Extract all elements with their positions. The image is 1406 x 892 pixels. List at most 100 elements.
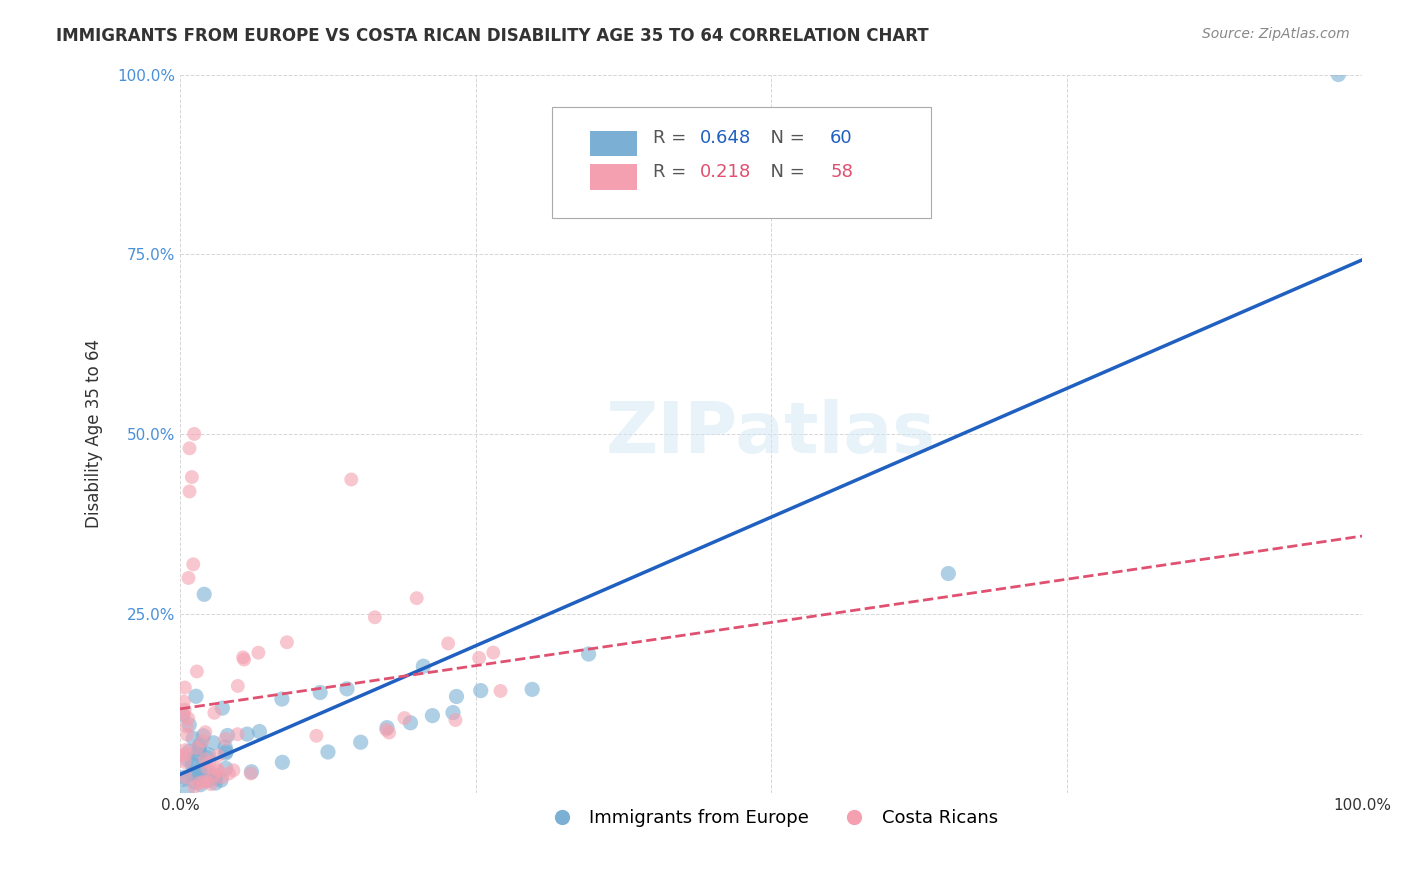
Text: ZIPatlas: ZIPatlas (606, 400, 936, 468)
Immigrants from Europe (1327, 68, 1350, 82)
Text: IMMIGRANTS FROM EUROPE VS COSTA RICAN DISABILITY AGE 35 TO 64 CORRELATION CHART: IMMIGRANTS FROM EUROPE VS COSTA RICAN DI… (56, 27, 929, 45)
Immigrants from Europe (188, 738, 211, 752)
Immigrants from Europe (214, 746, 236, 760)
Text: Source: ZipAtlas.com: Source: ZipAtlas.com (1202, 27, 1350, 41)
Costa Ricans (194, 725, 217, 739)
Immigrants from Europe (211, 701, 233, 715)
Costa Ricans (177, 571, 200, 585)
Costa Ricans (193, 775, 215, 789)
Costa Ricans (489, 684, 512, 698)
Immigrants from Europe (176, 752, 198, 766)
Immigrants from Europe (193, 729, 215, 743)
Costa Ricans (200, 777, 222, 791)
Costa Ricans (176, 719, 198, 733)
Costa Ricans (340, 473, 363, 487)
Costa Ricans (183, 426, 205, 441)
Immigrants from Europe (336, 681, 359, 696)
Text: N =: N = (759, 162, 811, 180)
Costa Ricans (239, 766, 262, 780)
Immigrants from Europe (190, 778, 212, 792)
Immigrants from Europe (184, 690, 207, 704)
Immigrants from Europe (375, 721, 398, 735)
Immigrants from Europe (399, 715, 422, 730)
Costa Ricans (375, 723, 398, 737)
Costa Ricans (218, 766, 240, 780)
Immigrants from Europe (422, 708, 444, 723)
Immigrants from Europe (181, 757, 204, 772)
Immigrants from Europe (309, 685, 332, 699)
Costa Ricans (247, 646, 270, 660)
Costa Ricans (444, 713, 467, 727)
Immigrants from Europe (195, 773, 218, 788)
Costa Ricans (194, 752, 217, 766)
Immigrants from Europe (204, 772, 226, 786)
Costa Ricans (174, 747, 197, 762)
Costa Ricans (207, 748, 229, 763)
Costa Ricans (226, 679, 249, 693)
Costa Ricans (214, 731, 236, 746)
Costa Ricans (174, 770, 197, 784)
Text: R =: R = (652, 162, 692, 180)
Immigrants from Europe (215, 744, 238, 758)
Immigrants from Europe (188, 742, 211, 756)
FancyBboxPatch shape (591, 130, 637, 156)
Costa Ricans (378, 725, 401, 739)
Costa Ricans (437, 636, 460, 650)
Legend: Immigrants from Europe, Costa Ricans: Immigrants from Europe, Costa Ricans (537, 802, 1005, 835)
Immigrants from Europe (188, 749, 211, 764)
Text: 58: 58 (830, 162, 853, 180)
Costa Ricans (202, 769, 225, 783)
Costa Ricans (173, 703, 195, 717)
Costa Ricans (173, 695, 195, 709)
Costa Ricans (195, 774, 218, 789)
FancyBboxPatch shape (553, 107, 931, 219)
Immigrants from Europe (181, 767, 204, 781)
Immigrants from Europe (217, 729, 239, 743)
Immigrants from Europe (202, 736, 225, 750)
Immigrants from Europe (183, 757, 205, 772)
Costa Ricans (187, 776, 209, 790)
Immigrants from Europe (215, 761, 238, 775)
Immigrants from Europe (188, 763, 211, 777)
Costa Ricans (205, 762, 228, 776)
Immigrants from Europe (188, 741, 211, 756)
Immigrants from Europe (350, 735, 373, 749)
Costa Ricans (198, 756, 221, 770)
Text: N =: N = (759, 129, 811, 147)
Immigrants from Europe (204, 776, 226, 790)
Costa Ricans (222, 764, 245, 778)
Immigrants from Europe (172, 772, 194, 787)
Immigrants from Europe (236, 727, 259, 741)
Immigrants from Europe (520, 682, 543, 697)
Costa Ricans (233, 652, 256, 666)
Costa Ricans (170, 747, 193, 762)
Text: R =: R = (652, 129, 692, 147)
Immigrants from Europe (172, 708, 194, 723)
Immigrants from Europe (204, 768, 226, 782)
Costa Ricans (183, 780, 205, 794)
Immigrants from Europe (173, 770, 195, 784)
Costa Ricans (202, 706, 225, 720)
Immigrants from Europe (194, 762, 217, 776)
Costa Ricans (186, 665, 208, 679)
Costa Ricans (468, 651, 491, 665)
Costa Ricans (208, 764, 231, 778)
Immigrants from Europe (936, 566, 959, 581)
Costa Ricans (173, 755, 195, 769)
Immigrants from Europe (197, 747, 219, 762)
Immigrants from Europe (271, 756, 294, 770)
Costa Ricans (305, 729, 328, 743)
Costa Ricans (179, 484, 201, 499)
Immigrants from Europe (193, 587, 215, 601)
Costa Ricans (276, 635, 298, 649)
Text: 0.648: 0.648 (700, 129, 751, 147)
Costa Ricans (482, 646, 505, 660)
Immigrants from Europe (179, 718, 201, 732)
Text: 60: 60 (830, 129, 853, 147)
Costa Ricans (173, 681, 195, 695)
Costa Ricans (394, 711, 416, 725)
Costa Ricans (177, 711, 200, 725)
Immigrants from Europe (187, 772, 209, 786)
Immigrants from Europe (214, 739, 236, 754)
Costa Ricans (173, 707, 195, 722)
